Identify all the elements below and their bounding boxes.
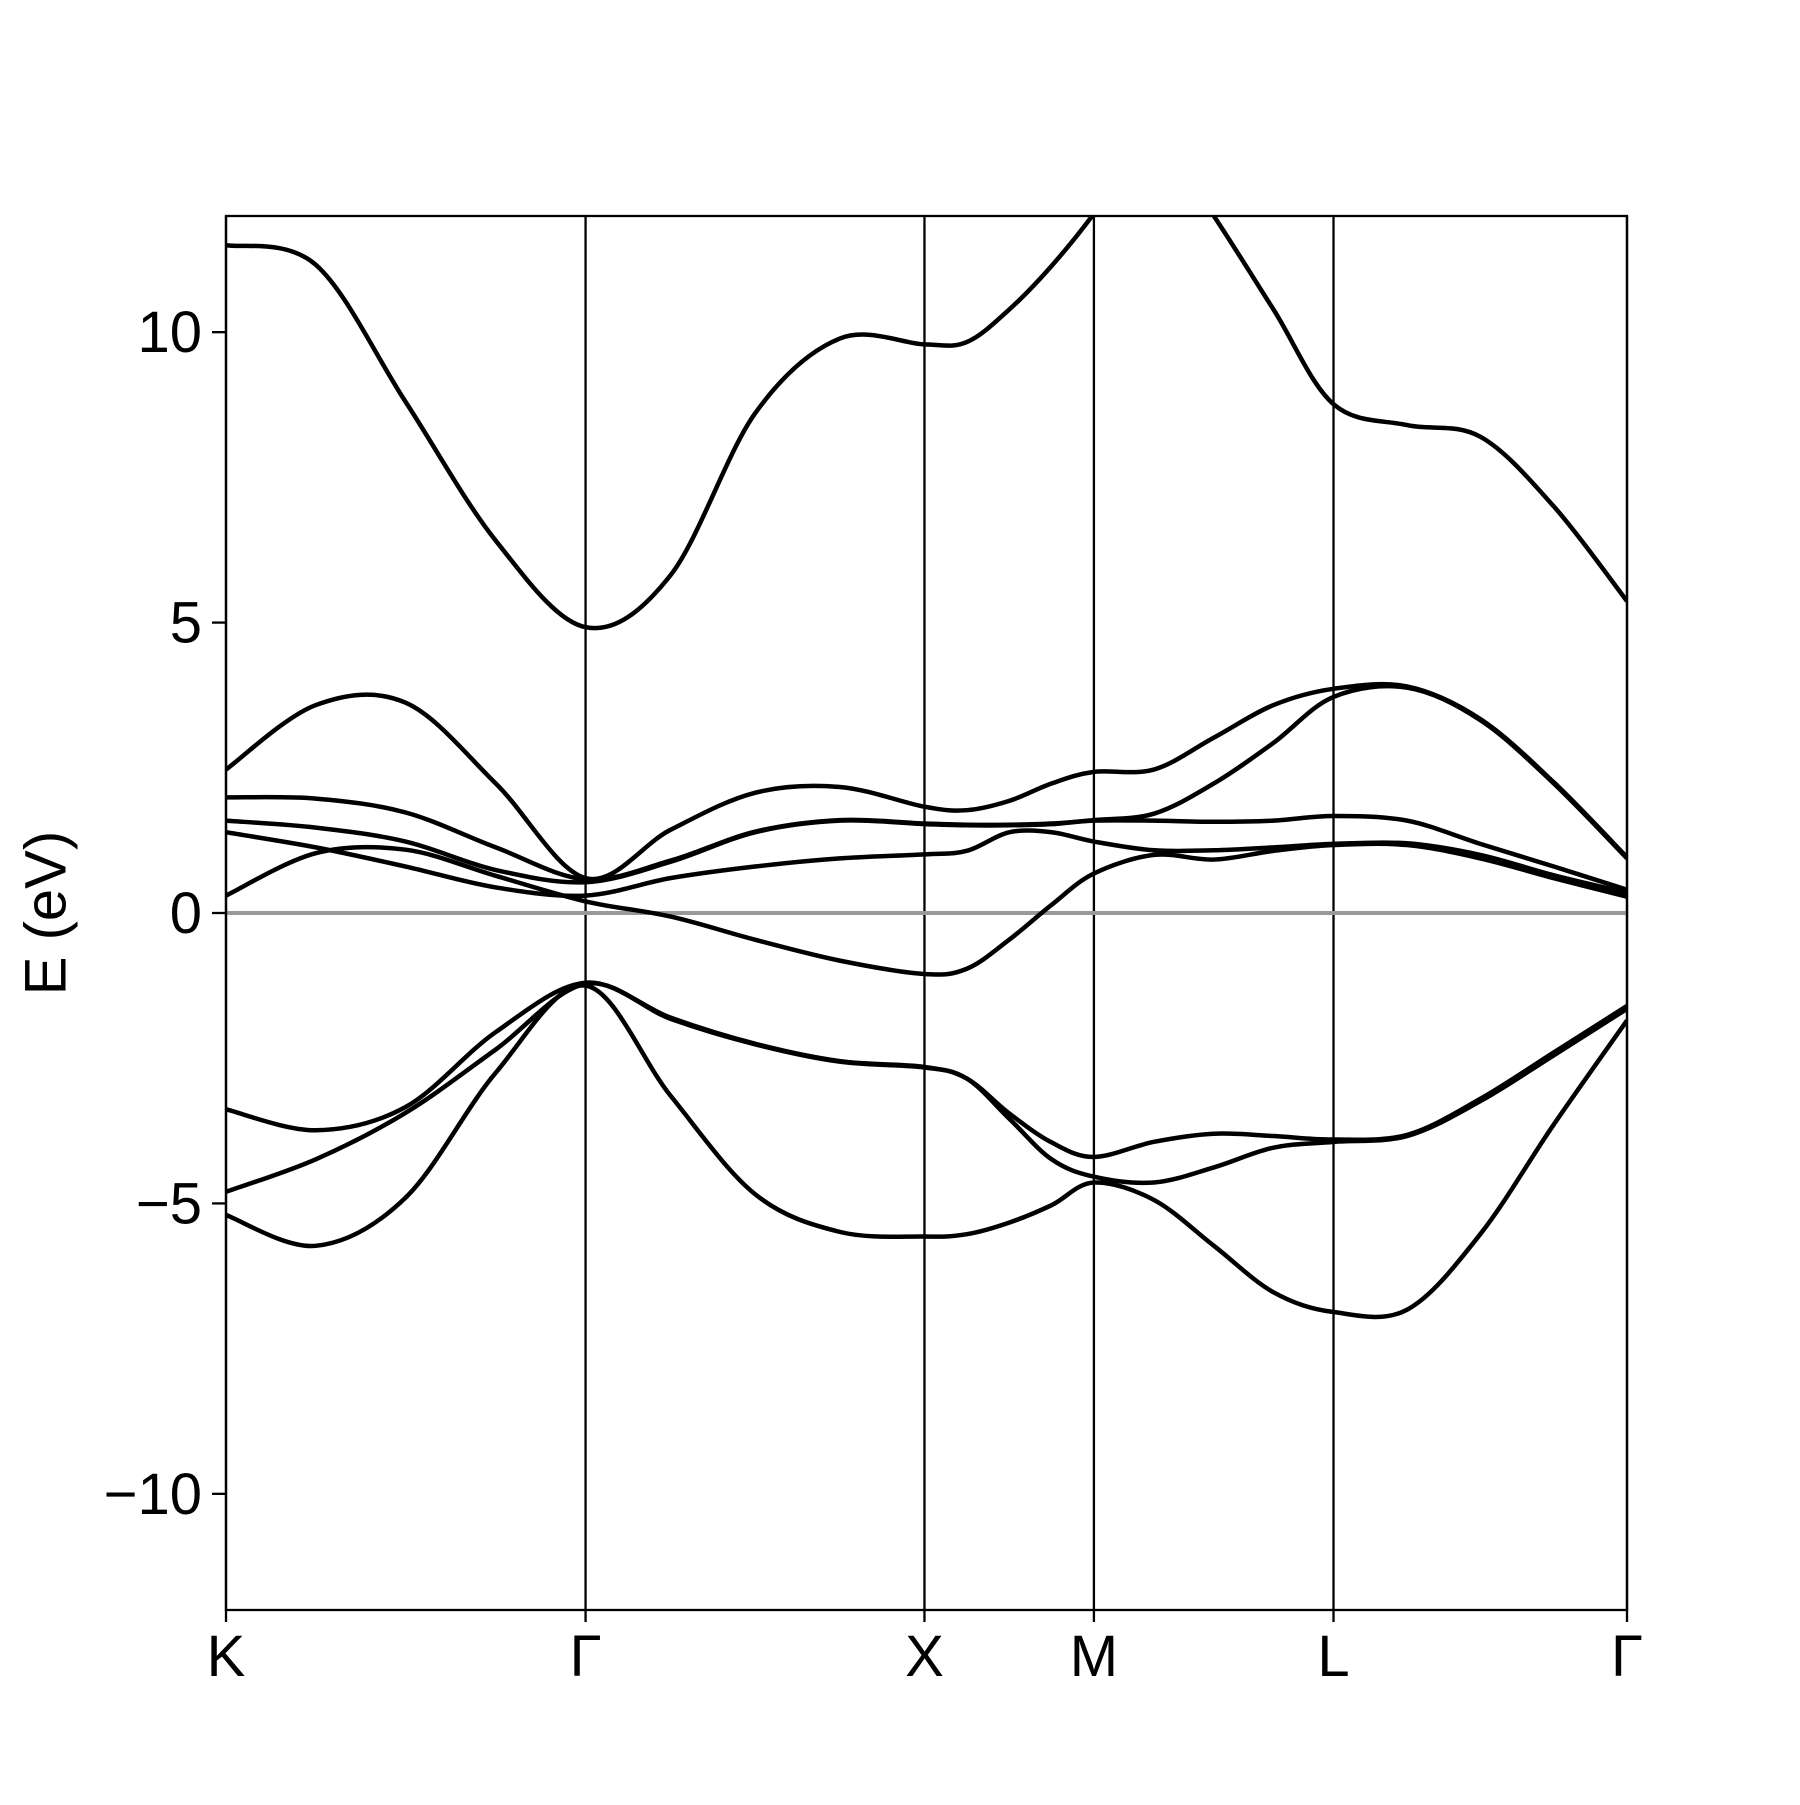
band-line (226, 828, 1627, 899)
y-tick-label: 5 (170, 591, 202, 656)
x-tick-label: X (905, 1624, 944, 1689)
x-tick-label: Γ (1611, 1624, 1643, 1689)
y-tick-label: −5 (136, 1171, 202, 1236)
plot-frame (224, 214, 1629, 1612)
y-tick-label: 0 (170, 881, 202, 946)
band-line (226, 681, 1627, 882)
x-tick-label: L (1317, 1624, 1349, 1689)
x-tick-label: M (1070, 1624, 1118, 1689)
plot-area (226, 216, 1627, 1320)
band-line (226, 983, 1627, 1320)
x-tick-label: K (207, 1624, 246, 1689)
y-tick-label: −10 (104, 1462, 202, 1527)
y-axis-label: E (eV) (13, 831, 78, 995)
x-tick-label: Γ (570, 1624, 602, 1689)
band-line (226, 841, 1627, 977)
y-tick-label: 10 (137, 300, 202, 365)
band-line (226, 216, 1627, 631)
band-line (226, 980, 1627, 1160)
